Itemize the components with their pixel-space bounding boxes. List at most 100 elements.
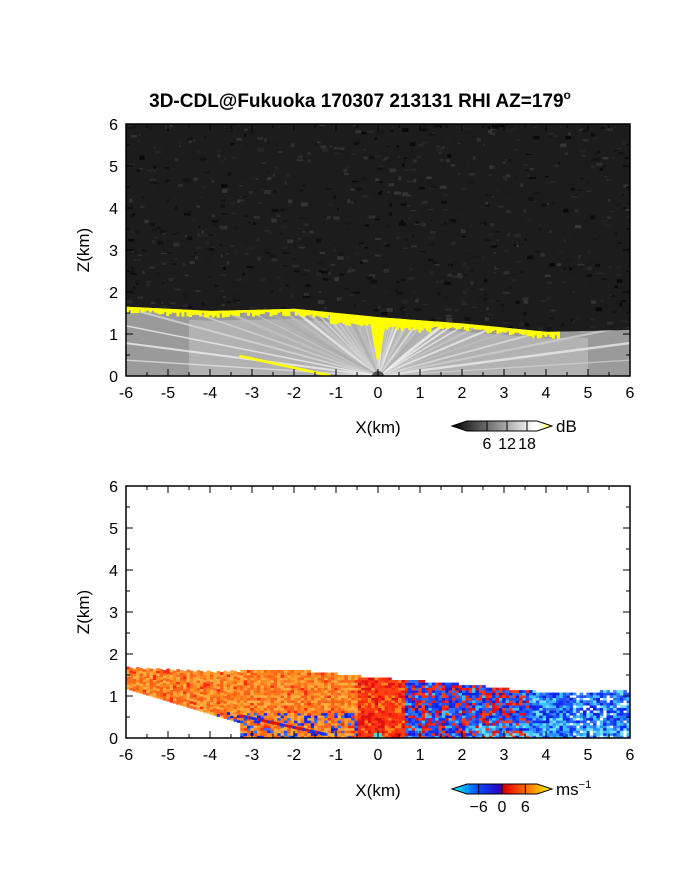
velocity-cell <box>347 700 352 703</box>
velocity-cell <box>361 735 365 738</box>
velocity-cell <box>388 730 392 734</box>
velocity-cell <box>297 705 301 708</box>
noise-cell <box>163 230 167 232</box>
velocity-cell <box>351 725 355 729</box>
high-signal-cell <box>249 309 253 313</box>
noise-cell <box>601 278 606 280</box>
velocity-cell <box>381 682 385 686</box>
velocity-cell <box>213 680 217 683</box>
velocity-cell <box>415 730 419 734</box>
velocity-cell <box>267 710 271 714</box>
velocity-cell <box>290 685 295 688</box>
velocity-cell <box>455 715 459 719</box>
velocity-cell <box>290 720 295 724</box>
high-signal-cell <box>441 321 444 329</box>
velocity-cell <box>344 700 348 703</box>
velocity-cell <box>411 720 416 724</box>
noise-cell <box>201 236 209 238</box>
noise-cell <box>191 218 197 221</box>
velocity-cell <box>294 702 298 706</box>
velocity-cell <box>310 722 315 726</box>
noise-cell <box>244 300 249 303</box>
velocity-cell <box>415 710 419 714</box>
velocity-cell <box>287 722 291 726</box>
y-tick-label: 3 <box>109 243 118 260</box>
velocity-cell <box>257 725 261 729</box>
velocity-cell <box>314 675 318 678</box>
velocity-cell <box>253 685 258 688</box>
noise-cell <box>174 197 177 199</box>
noise-cell <box>402 192 409 197</box>
high-signal-cell <box>186 309 190 317</box>
velocity-cell <box>404 700 409 703</box>
velocity-cell <box>267 700 271 703</box>
velocity-cell <box>448 700 453 703</box>
noise-cell <box>626 186 630 191</box>
noise-cell <box>396 145 400 148</box>
velocity-cell <box>391 725 395 729</box>
velocity-cell <box>257 710 261 714</box>
velocity-cell <box>354 730 359 734</box>
noise-cell <box>444 281 451 285</box>
velocity-cell <box>307 710 311 714</box>
noise-cell <box>230 142 235 146</box>
velocity-cell <box>166 678 170 682</box>
noise-cell <box>515 260 523 263</box>
noise-cell <box>307 281 312 284</box>
velocity-cell <box>196 687 201 691</box>
velocity-cell <box>415 700 419 703</box>
velocity-cell <box>398 700 402 703</box>
velocity-cell <box>398 735 402 738</box>
velocity-cell <box>213 695 217 699</box>
velocity-cell <box>388 697 392 701</box>
noise-cell <box>422 304 428 306</box>
velocity-cell <box>431 715 436 719</box>
velocity-cell <box>257 707 261 711</box>
high-signal-cell <box>345 313 349 326</box>
velocity-cell <box>297 695 301 698</box>
high-signal-cell <box>493 326 497 330</box>
velocity-cell <box>307 700 311 703</box>
velocity-cell <box>354 715 359 719</box>
velocity-cell <box>337 695 342 698</box>
high-signal-cell <box>446 322 449 329</box>
noise-cell <box>616 279 623 283</box>
noise-cell <box>261 162 266 165</box>
noise-cell <box>220 254 223 258</box>
velocity-cell <box>331 682 335 686</box>
noise-cell <box>136 173 139 178</box>
velocity-cell <box>384 692 389 696</box>
velocity-cell <box>455 697 459 701</box>
velocity-cell <box>448 710 453 714</box>
velocity-cell <box>223 670 227 674</box>
noise-cell <box>590 133 596 137</box>
noise-cell <box>374 136 378 141</box>
velocity-cell <box>394 707 399 711</box>
velocity-cell <box>163 672 167 676</box>
noise-cell <box>595 307 603 312</box>
velocity-cell <box>428 710 432 714</box>
velocity-cell <box>394 717 399 721</box>
high-signal-cell <box>241 310 245 313</box>
velocity-cell <box>327 710 332 714</box>
high-signal-cell <box>534 330 538 336</box>
velocity-cell <box>327 687 332 691</box>
velocity-cell <box>260 712 264 716</box>
high-signal-cell <box>300 368 304 371</box>
noise-cell <box>444 296 450 299</box>
noise-cell <box>353 251 361 255</box>
velocity-cell <box>374 725 379 729</box>
velocity-cell <box>411 702 416 706</box>
velocity-cell <box>213 705 217 709</box>
noise-cell <box>211 214 215 218</box>
velocity-cell <box>250 670 254 673</box>
velocity-cell <box>163 685 167 688</box>
velocity-cell <box>270 692 275 696</box>
noise-cell <box>232 179 237 182</box>
velocity-cell <box>216 691 221 695</box>
noise-cell <box>221 189 228 193</box>
velocity-cell <box>361 682 365 686</box>
velocity-cell <box>317 717 322 721</box>
velocity-cell <box>344 675 348 678</box>
velocity-cell <box>324 697 328 701</box>
